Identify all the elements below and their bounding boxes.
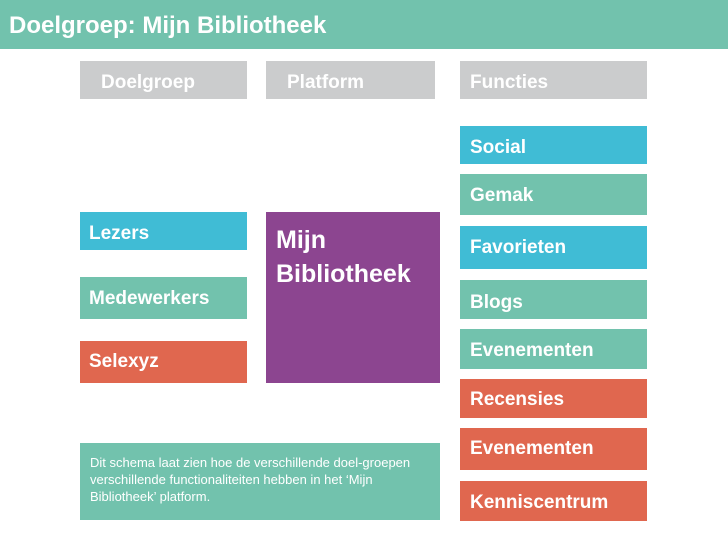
header-platform: Platform (266, 61, 435, 99)
functie-evenementen-2: Evenementen (460, 428, 647, 470)
functie-blogs: Blogs (460, 280, 647, 319)
header-functies: Functies (460, 61, 647, 99)
functie-recensies: Recensies (460, 379, 647, 418)
doelgroep-medewerkers: Medewerkers (80, 277, 247, 319)
functie-evenementen: Evenementen (460, 329, 647, 369)
platform-mijn-bibliotheek: Mijn Bibliotheek (266, 212, 440, 383)
functie-favorieten: Favorieten (460, 226, 647, 269)
schema-note: Dit schema laat zien hoe de verschillend… (80, 443, 440, 520)
functie-gemak: Gemak (460, 174, 647, 215)
title-bar: Doelgroep: Mijn Bibliotheek (0, 0, 728, 49)
functie-social: Social (460, 126, 647, 164)
doelgroep-lezers: Lezers (80, 212, 247, 250)
doelgroep-selexyz: Selexyz (80, 341, 247, 383)
header-doelgroep: Doelgroep (80, 61, 247, 99)
page-title: Doelgroep: Mijn Bibliotheek (9, 12, 327, 39)
functie-kenniscentrum: Kenniscentrum (460, 481, 647, 521)
